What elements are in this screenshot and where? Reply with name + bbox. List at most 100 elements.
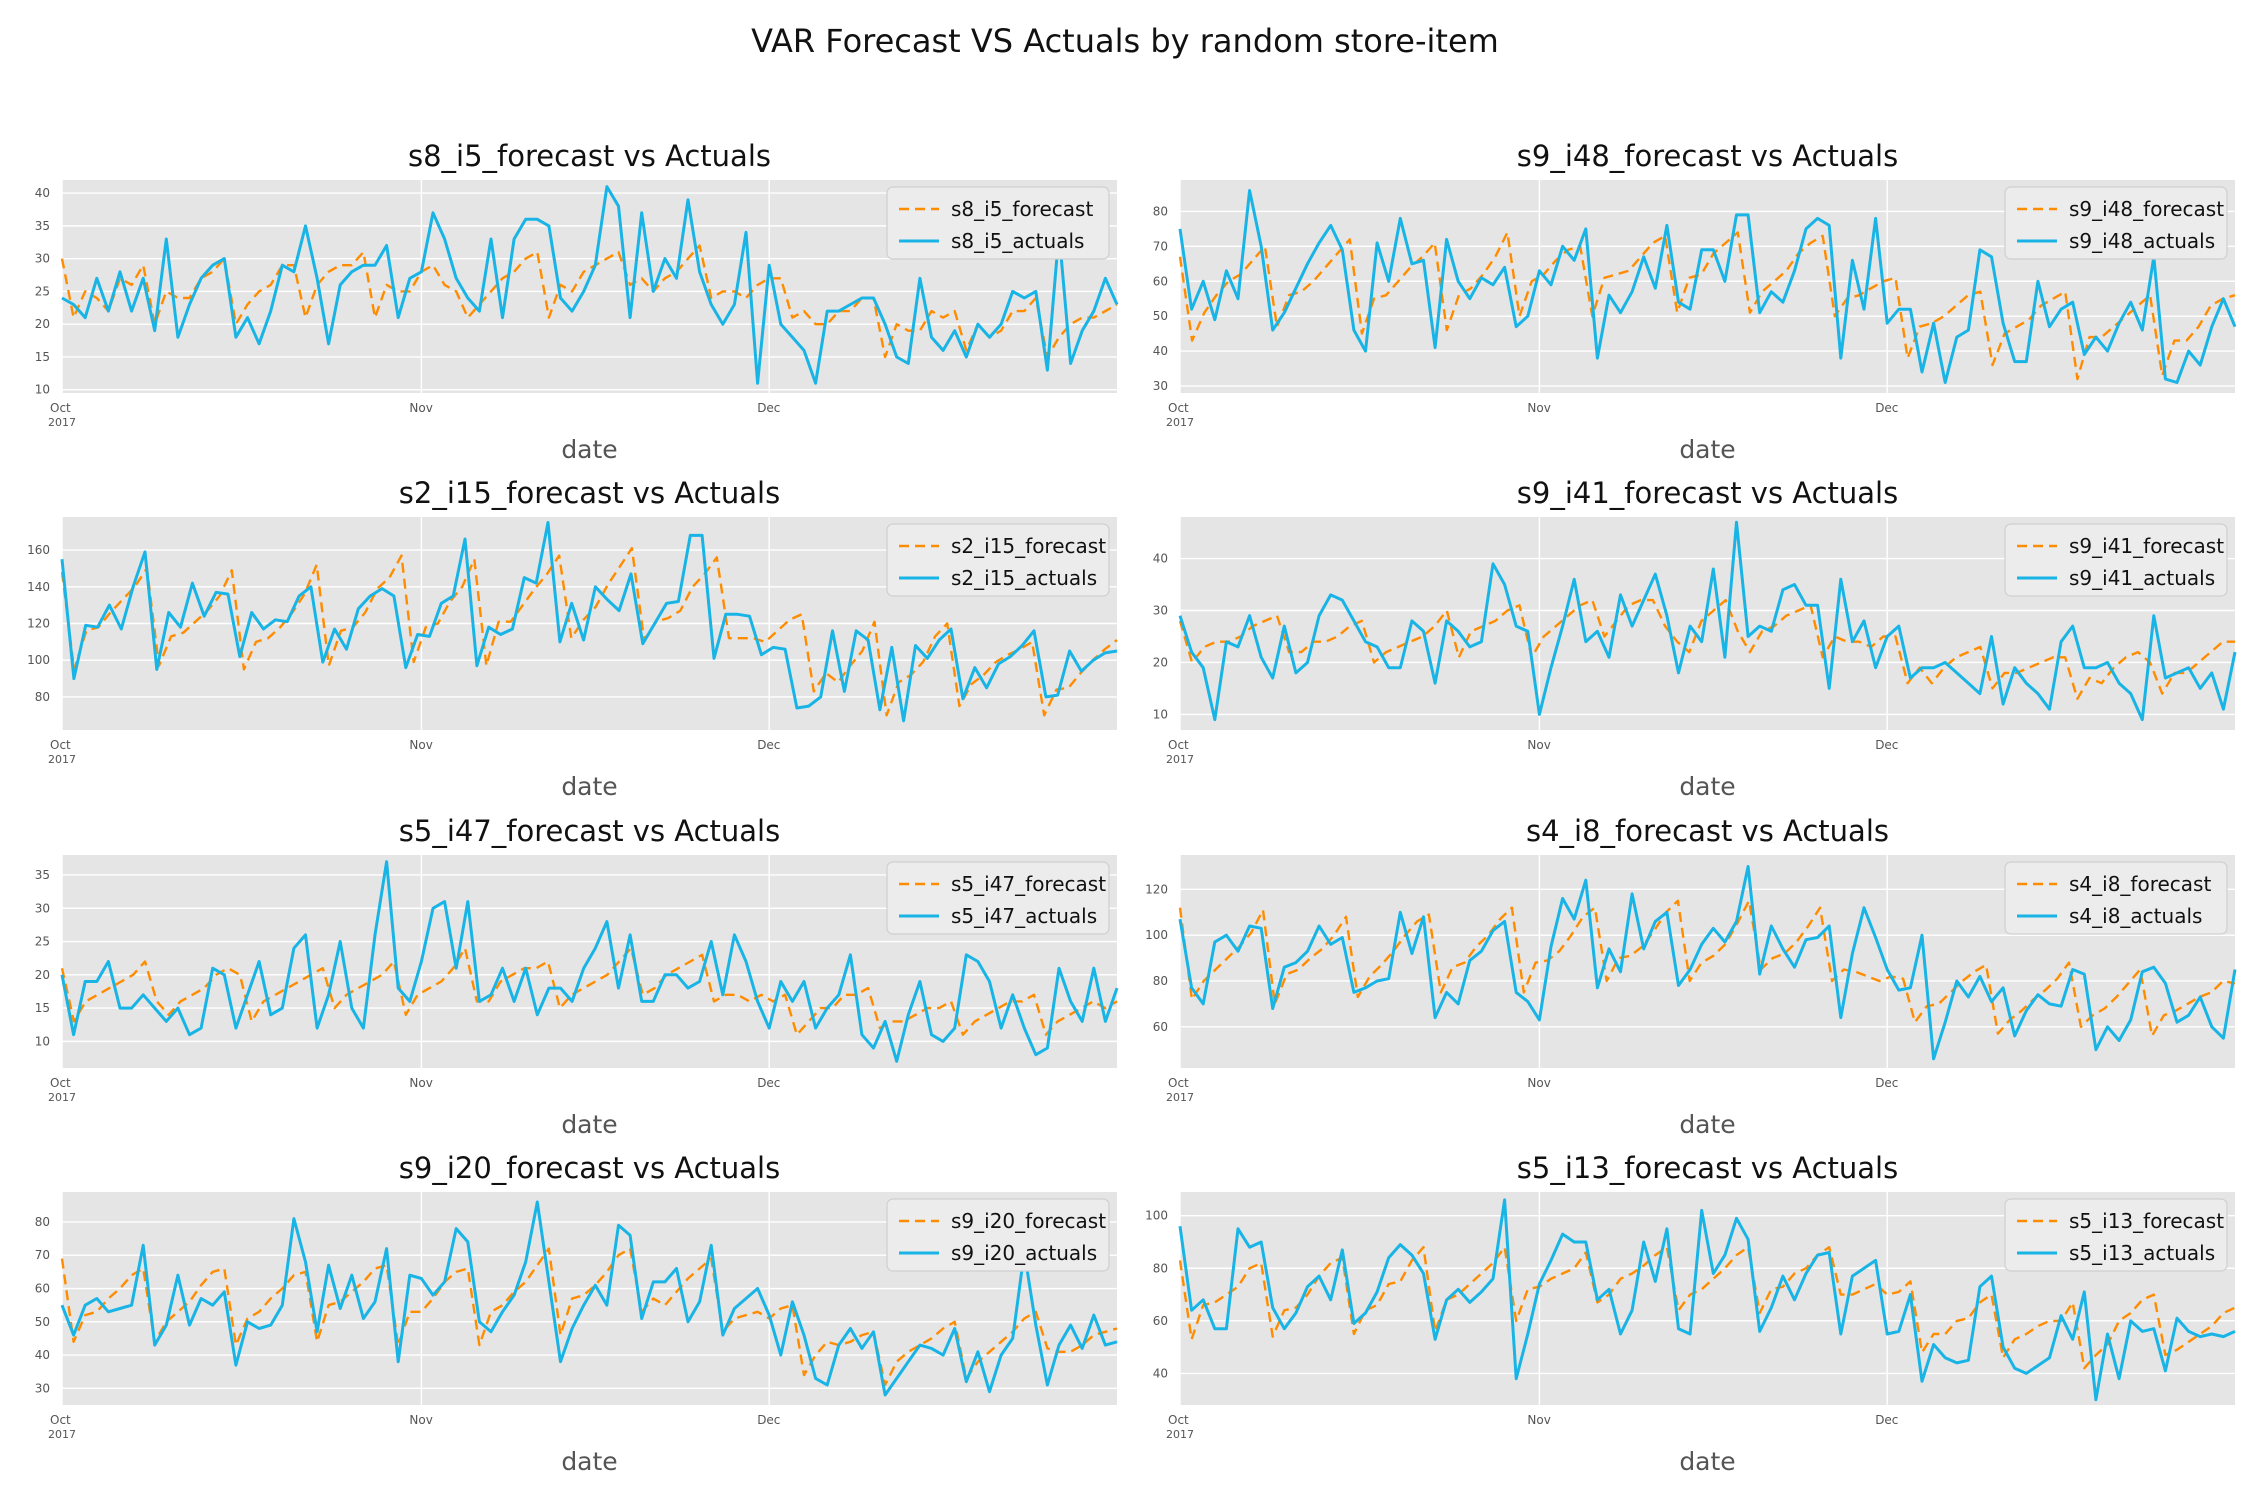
y-tick-label: 60 <box>35 1282 50 1296</box>
x-tick-label: Oct <box>50 1413 71 1427</box>
y-tick-label: 20 <box>35 968 50 982</box>
y-tick-label: 35 <box>35 219 50 233</box>
x-tick-label: Nov <box>1527 1413 1550 1427</box>
x-tick-label: Oct <box>50 1076 71 1090</box>
y-tick-label: 15 <box>35 350 50 364</box>
y-tick-label: 20 <box>35 317 50 331</box>
x-tick-label: Oct <box>1168 1076 1189 1090</box>
y-tick-label: 160 <box>27 543 50 557</box>
x-tick-label: Dec <box>1875 401 1898 415</box>
y-tick-label: 80 <box>1153 204 1168 218</box>
legend-label: s2_i15_actuals <box>951 566 1097 590</box>
x-tick-sublabel: 2017 <box>1166 416 1194 429</box>
x-tick-label: Dec <box>1875 738 1898 752</box>
y-tick-label: 30 <box>35 901 50 915</box>
x-tick-label: Nov <box>1527 738 1550 752</box>
legend-box <box>886 861 1110 935</box>
x-tick-label: Dec <box>757 1413 780 1427</box>
x-tick-label: Nov <box>409 1413 432 1427</box>
legend-box <box>886 186 1110 260</box>
actuals-series-line <box>60 521 1118 723</box>
y-tick-label: 70 <box>35 1248 50 1262</box>
y-tick-label: 50 <box>1153 309 1168 323</box>
legend-label: s9_i41_forecast <box>2069 534 2224 558</box>
x-tick-sublabel: 2017 <box>48 753 76 766</box>
legend-label: s4_i8_actuals <box>2069 904 2202 928</box>
y-tick-label: 80 <box>35 690 50 704</box>
actuals-series-line <box>60 1200 1118 1397</box>
y-tick-label: 80 <box>1153 1261 1168 1275</box>
actuals-series-line <box>1178 865 2237 1061</box>
actuals-series-line <box>61 185 1119 385</box>
x-axis-label: date <box>1679 1110 1735 1139</box>
x-tick-sublabel: 2017 <box>1166 1428 1194 1441</box>
chart-title: s4_i8_forecast vs Actuals <box>1526 814 1889 848</box>
legend-label: s9_i20_actuals <box>951 1241 1097 1265</box>
legend-box <box>2004 861 2228 935</box>
x-tick-label: Nov <box>1527 401 1550 415</box>
y-tick-label: 10 <box>1153 707 1168 721</box>
y-tick-label: 80 <box>35 1215 50 1229</box>
x-tick-label: Nov <box>1527 1076 1550 1090</box>
x-tick-label: Dec <box>757 738 780 752</box>
legend-label: s5_i47_actuals <box>951 904 1097 928</box>
y-tick-label: 35 <box>35 868 50 882</box>
y-tick-label: 60 <box>1153 1314 1168 1328</box>
y-tick-label: 80 <box>1153 974 1168 988</box>
x-axis-label: date <box>561 1447 617 1476</box>
legend-label: s8_i5_forecast <box>951 197 1093 221</box>
y-tick-label: 25 <box>35 935 50 949</box>
y-tick-label: 60 <box>1153 274 1168 288</box>
legend-label: s9_i20_forecast <box>951 1209 1106 1233</box>
actuals-series-line <box>1178 1198 2236 1402</box>
x-tick-label: Dec <box>1875 1413 1898 1427</box>
y-tick-label: 40 <box>1153 1366 1168 1380</box>
forecast-series-line <box>60 1247 1118 1387</box>
actuals-series-line <box>1178 520 2237 722</box>
y-tick-label: 100 <box>1145 928 1168 942</box>
actuals-series-line <box>1178 189 2237 384</box>
y-tick-label: 120 <box>1145 882 1168 896</box>
x-tick-label: Nov <box>409 738 432 752</box>
chart-title: s2_i15_forecast vs Actuals <box>399 476 780 510</box>
legend-box <box>2004 1198 2228 1272</box>
x-tick-sublabel: 2017 <box>48 416 76 429</box>
y-tick-label: 100 <box>27 653 50 667</box>
x-tick-label: Oct <box>50 401 71 415</box>
legend-label: s8_i5_actuals <box>951 229 1084 253</box>
legend-box <box>2004 523 2228 597</box>
y-tick-label: 40 <box>1153 552 1168 566</box>
y-tick-label: 120 <box>27 617 50 631</box>
y-tick-label: 50 <box>35 1315 50 1329</box>
page-title: VAR Forecast VS Actuals by random store-… <box>751 22 1499 60</box>
y-tick-label: 100 <box>1145 1209 1168 1223</box>
legend-label: s5_i13_forecast <box>2069 1209 2224 1233</box>
x-axis-label: date <box>561 772 617 801</box>
x-axis-label: date <box>561 435 617 464</box>
y-tick-label: 30 <box>35 1381 50 1395</box>
legend-label: s2_i15_forecast <box>951 534 1106 558</box>
x-tick-label: Oct <box>1168 738 1189 752</box>
x-tick-label: Oct <box>50 738 71 752</box>
legend-label: s5_i13_actuals <box>2069 1241 2215 1265</box>
x-tick-label: Dec <box>757 1076 780 1090</box>
x-tick-label: Oct <box>1168 401 1189 415</box>
y-tick-label: 25 <box>35 284 50 298</box>
y-tick-label: 30 <box>1153 379 1168 393</box>
y-tick-label: 30 <box>35 252 50 266</box>
chart-title: s9_i20_forecast vs Actuals <box>399 1151 780 1185</box>
legend-box <box>886 1198 1110 1272</box>
y-tick-label: 15 <box>35 1001 50 1015</box>
actuals-series-line <box>60 860 1119 1063</box>
legend-label: s4_i8_forecast <box>2069 872 2211 896</box>
x-tick-label: Nov <box>409 401 432 415</box>
legend-label: s5_i47_forecast <box>951 872 1106 896</box>
chart-title: s9_i41_forecast vs Actuals <box>1517 476 1898 510</box>
